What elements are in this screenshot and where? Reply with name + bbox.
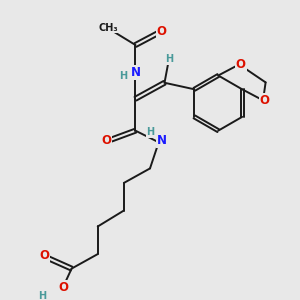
Text: N: N bbox=[157, 134, 167, 147]
Text: O: O bbox=[236, 58, 246, 71]
Text: H: H bbox=[165, 54, 173, 64]
Text: O: O bbox=[157, 26, 166, 38]
Text: O: O bbox=[101, 134, 111, 147]
Text: N: N bbox=[130, 66, 140, 79]
Text: H: H bbox=[119, 71, 127, 81]
Text: H: H bbox=[146, 127, 154, 137]
Text: CH₃: CH₃ bbox=[98, 22, 118, 33]
Text: H: H bbox=[38, 291, 46, 300]
Text: O: O bbox=[260, 94, 269, 107]
Text: O: O bbox=[58, 281, 68, 294]
Text: O: O bbox=[39, 249, 49, 262]
